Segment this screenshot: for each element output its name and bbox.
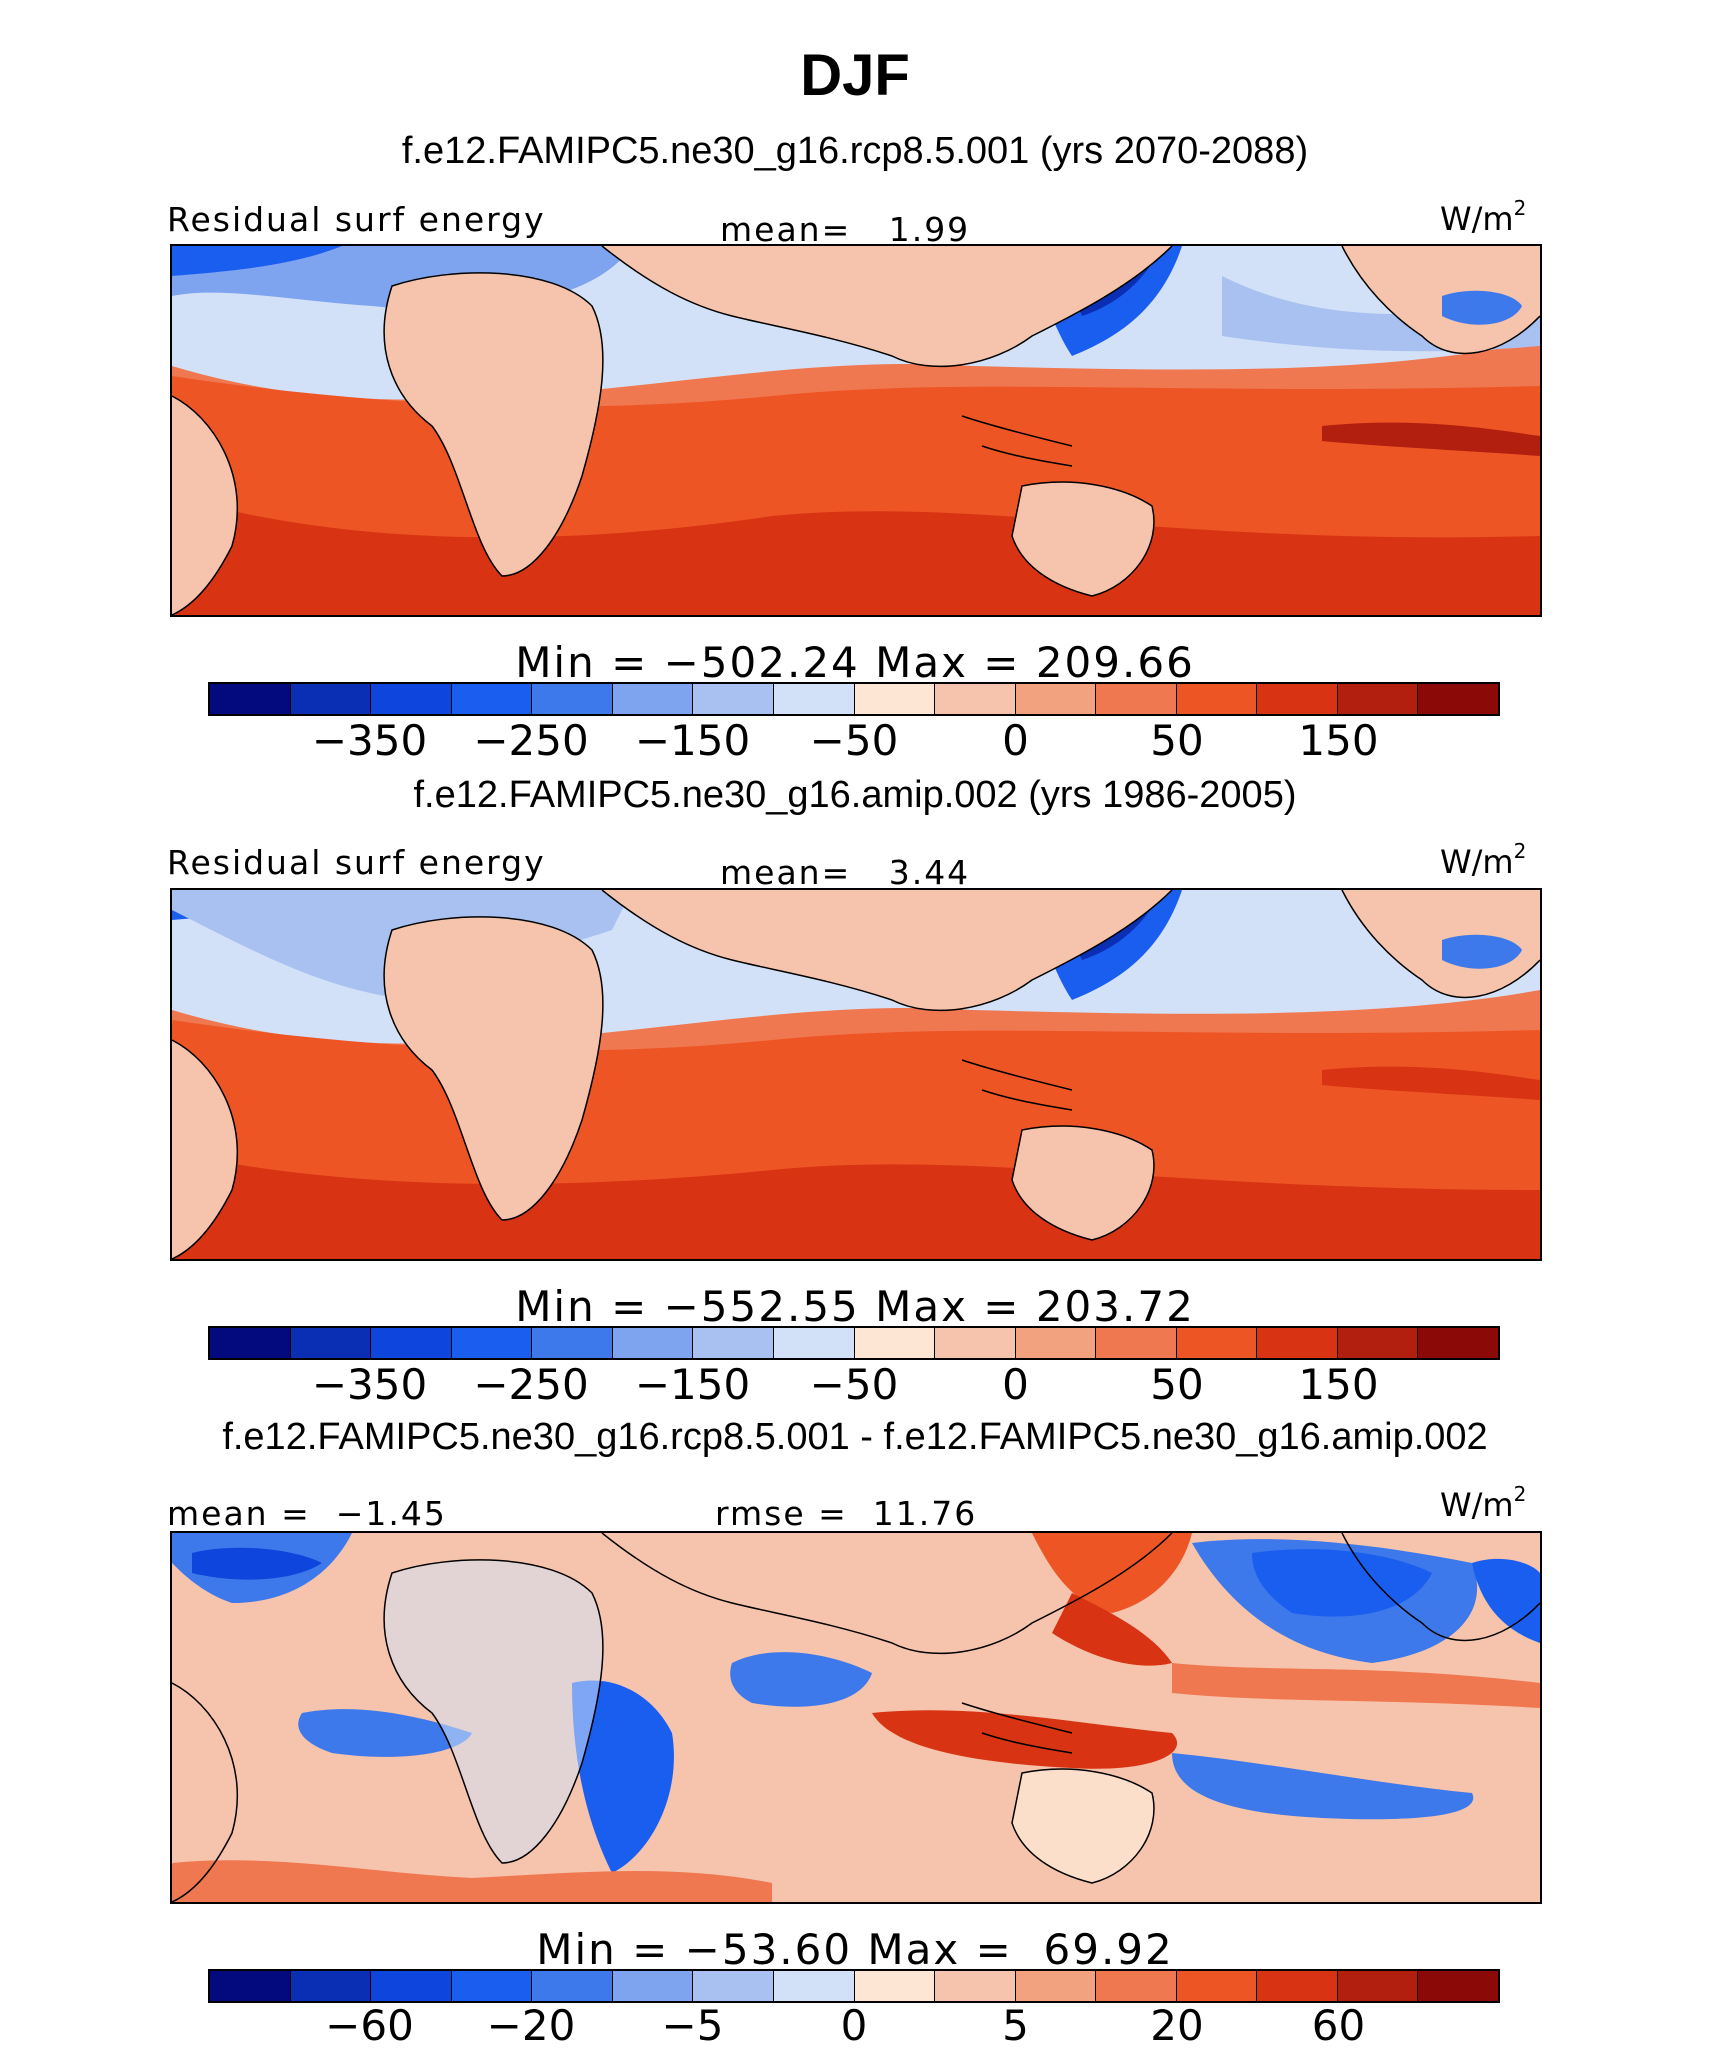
colorbar-swatch <box>1015 1328 1097 1358</box>
colorbar-swatch <box>451 684 533 714</box>
colorbar-swatch <box>612 1328 694 1358</box>
colorbar-swatch <box>854 684 936 714</box>
colorbar-swatch <box>532 1328 613 1358</box>
colorbar-tick-label: 20 <box>1150 2001 1204 2050</box>
panel-1-colorbar <box>208 682 1500 716</box>
panel-3-rmse-label: rmse = 11.76 <box>715 1494 978 1533</box>
panel-3-map <box>170 1531 1542 1904</box>
colorbar-swatch <box>1015 1971 1097 2001</box>
colorbar-swatch <box>1015 684 1097 714</box>
panel-3-colorbar-ticks: −60 −20 −5 0 5 20 60 <box>0 2001 1710 2050</box>
colorbar-swatch <box>773 684 855 714</box>
colorbar-swatch <box>1257 1328 1338 1358</box>
colorbar-swatch <box>210 684 291 714</box>
colorbar-swatch <box>532 684 613 714</box>
colorbar-tick-label: −150 <box>634 1360 751 1409</box>
colorbar-swatch <box>210 1971 291 2001</box>
colorbar-swatch <box>371 684 452 714</box>
colorbar-swatch <box>451 1328 533 1358</box>
colorbar-swatch <box>1176 684 1258 714</box>
colorbar-tick-label: −50 <box>809 1360 899 1409</box>
colorbar-swatch <box>773 1971 855 2001</box>
panel-2-contour-field <box>172 890 1540 1259</box>
panel-2-variable-label: Residual surf energy <box>167 843 546 882</box>
panel-3-minmax: Min = −53.60 Max = 69.92 <box>536 1925 1174 1974</box>
colorbar-tick-label: 50 <box>1150 1360 1204 1409</box>
colorbar-swatch <box>773 1328 855 1358</box>
colorbar-tick-label: −350 <box>311 716 428 765</box>
panel-1-contour-field <box>172 246 1540 615</box>
colorbar-swatch <box>1257 684 1338 714</box>
colorbar-tick-label: −20 <box>486 2001 576 2050</box>
colorbar-tick-label: −250 <box>473 1360 589 1409</box>
colorbar-swatch <box>935 1971 1016 2001</box>
panel-2-units: W/m2 <box>1440 839 1527 881</box>
panel-3-mean-label: mean = −1.45 <box>167 1494 447 1533</box>
colorbar-swatch <box>290 1328 372 1358</box>
colorbar-tick-label: 0 <box>1002 716 1029 765</box>
colorbar-tick-label: −250 <box>473 716 589 765</box>
panel-2-minmax: Min = −552.55 Max = 203.72 <box>515 1282 1195 1331</box>
colorbar-swatch <box>1337 1971 1419 2001</box>
panel-2-case-title: f.e12.FAMIPC5.ne30_g16.amip.002 (yrs 198… <box>413 774 1297 816</box>
colorbar-swatch <box>1418 1971 1498 2001</box>
colorbar-swatch <box>210 1328 291 1358</box>
colorbar-swatch <box>1176 1328 1258 1358</box>
panel-1-map <box>170 244 1542 617</box>
panel-1-mean-label: mean= 1.99 <box>720 210 971 249</box>
colorbar-tick-label: −150 <box>634 716 751 765</box>
panel-3-contour-field <box>172 1533 1540 1902</box>
panel-3-units: W/m2 <box>1440 1482 1527 1524</box>
colorbar-tick-label: −5 <box>661 2001 724 2050</box>
colorbar-swatch <box>693 684 774 714</box>
colorbar-tick-label: 0 <box>840 2001 868 2050</box>
panel-1-units: W/m2 <box>1440 196 1527 238</box>
colorbar-tick-label: 60 <box>1311 2001 1366 2050</box>
colorbar-swatch <box>612 684 694 714</box>
panel-3-colorbar <box>208 1969 1500 2003</box>
colorbar-swatch <box>854 1971 936 2001</box>
colorbar-tick-label: 50 <box>1150 716 1204 765</box>
colorbar-swatch <box>1096 1971 1177 2001</box>
colorbar-swatch <box>1176 1971 1258 2001</box>
colorbar-swatch <box>290 684 372 714</box>
colorbar-swatch <box>1418 684 1498 714</box>
colorbar-swatch <box>1096 1328 1177 1358</box>
colorbar-swatch <box>1096 684 1177 714</box>
colorbar-tick-label: 0 <box>1002 1360 1029 1409</box>
colorbar-tick-label: −350 <box>311 1360 428 1409</box>
colorbar-tick-label: 5 <box>1002 2001 1029 2050</box>
panel-2-colorbar <box>208 1326 1500 1360</box>
colorbar-swatch <box>935 684 1016 714</box>
colorbar-tick-label: −60 <box>325 2001 414 2050</box>
colorbar-swatch <box>451 1971 533 2001</box>
colorbar-swatch <box>854 1328 936 1358</box>
colorbar-swatch <box>1418 1328 1498 1358</box>
colorbar-swatch <box>935 1328 1016 1358</box>
panel-3-case-title: f.e12.FAMIPC5.ne30_g16.rcp8.5.001 - f.e1… <box>222 1416 1488 1458</box>
colorbar-swatch <box>290 1971 372 2001</box>
figure-title: DJF <box>800 43 910 108</box>
colorbar-swatch <box>1337 1328 1419 1358</box>
colorbar-swatch <box>371 1971 452 2001</box>
colorbar-swatch <box>1257 1971 1338 2001</box>
colorbar-swatch <box>1337 684 1419 714</box>
colorbar-swatch <box>532 1971 613 2001</box>
panel-1-minmax: Min = −502.24 Max = 209.66 <box>515 638 1195 687</box>
panel-1-colorbar-ticks: −350 −250 −150 −50 0 50 150 <box>0 716 1710 766</box>
panel-1-case-title: f.e12.FAMIPC5.ne30_g16.rcp8.5.001 (yrs 2… <box>401 130 1309 172</box>
panel-2-map <box>170 888 1542 1261</box>
colorbar-swatch <box>693 1328 774 1358</box>
colorbar-swatch <box>612 1971 694 2001</box>
panel-1-variable-label: Residual surf energy <box>167 200 546 239</box>
colorbar-swatch <box>371 1328 452 1358</box>
colorbar-tick-label: 150 <box>1298 1360 1379 1409</box>
panel-2-mean-label: mean= 3.44 <box>720 853 971 892</box>
colorbar-swatch <box>693 1971 774 2001</box>
panel-2-colorbar-ticks: −350 −250 −150 −50 0 50 150 <box>0 1360 1710 1410</box>
colorbar-tick-label: −50 <box>809 716 899 765</box>
colorbar-tick-label: 150 <box>1298 716 1379 765</box>
